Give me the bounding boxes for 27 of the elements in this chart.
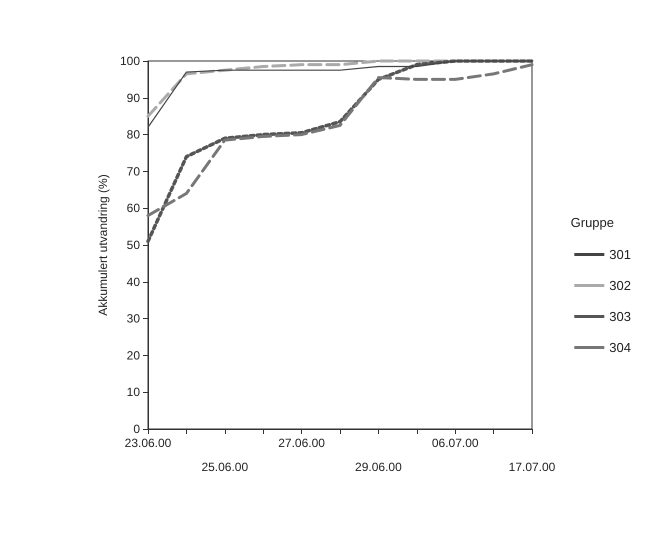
line-series (146, 59, 534, 244)
legend-title: Gruppe (570, 215, 614, 230)
x-tick-label: 27.06.00 (278, 436, 326, 450)
x-tick-label: 25.06.00 (201, 460, 248, 474)
y-tick-label: 10 (126, 385, 140, 400)
y-tick-label: 20 (126, 348, 140, 362)
line-series (146, 60, 534, 118)
y-tick-label: 100 (120, 54, 140, 68)
x-tick-label: 17.07.00 (508, 460, 556, 474)
y-tick-label: 50 (126, 238, 140, 252)
y-tick-label: 30 (126, 312, 140, 326)
y-tick-label: 0 (133, 422, 140, 436)
x-tick-label: 06.07.00 (432, 436, 479, 450)
line-series (146, 63, 534, 218)
y-tick-label: 70 (126, 164, 140, 178)
y-tick-label: 60 (126, 201, 140, 216)
x-tick-label: 23.06.00 (124, 436, 172, 450)
y-tick-label: 90 (126, 90, 140, 105)
legend-label: 301 (609, 247, 632, 262)
y-tick-label: 40 (126, 274, 140, 289)
line-series (147, 60, 533, 128)
legend-label: 304 (609, 340, 632, 355)
legend-label: 303 (609, 309, 632, 324)
legend-label: 302 (609, 278, 632, 293)
y-axis-title: Akkumulert utvandring (%) (96, 174, 110, 316)
x-tick-label: 29.06.00 (355, 460, 402, 474)
y-tick-label: 80 (126, 128, 140, 142)
